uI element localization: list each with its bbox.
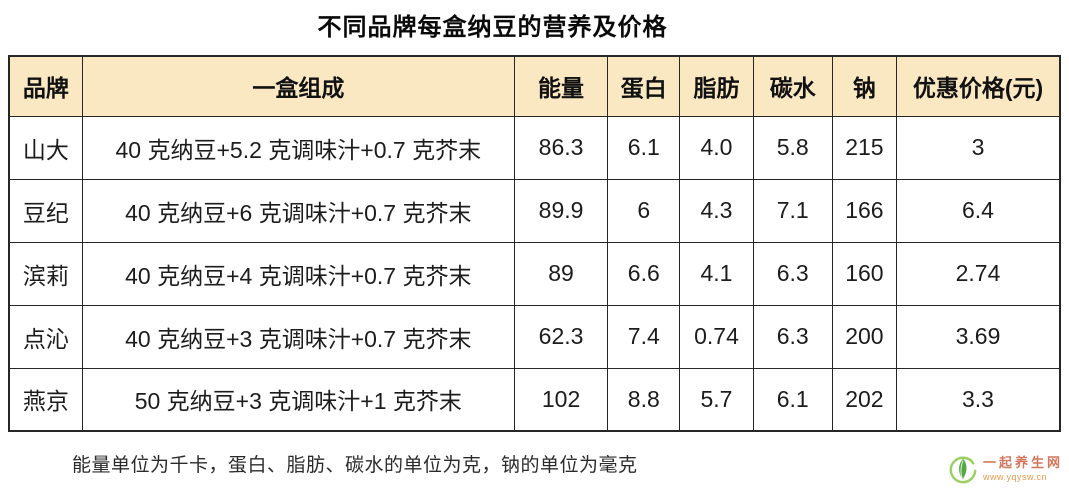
table-row: 点沁 40 克纳豆+3 克调味汁+0.7 克芥末 62.3 7.4 0.74 6… (8, 304, 1061, 369)
carbs-cell: 7.1 (752, 178, 833, 243)
sodium-cell: 166 (831, 178, 897, 243)
price-cell: 6.4 (895, 178, 1061, 243)
column-header-sodium: 钠 (831, 55, 897, 117)
column-header-brand: 品牌 (8, 55, 83, 117)
fat-cell: 0.74 (679, 304, 754, 369)
energy-cell: 89.9 (513, 178, 609, 243)
carbs-cell: 6.3 (752, 304, 833, 369)
composition-cell: 50 克纳豆+3 克调味汁+1 克芥末 (81, 367, 515, 432)
watermark-site-name: 一起养生网 (982, 455, 1063, 471)
composition-cell: 40 克纳豆+3 克调味汁+0.7 克芥末 (81, 304, 515, 369)
column-header-energy: 能量 (513, 55, 609, 117)
protein-cell: 6 (607, 178, 681, 243)
price-cell: 3.3 (895, 367, 1061, 432)
sodium-cell: 202 (831, 367, 897, 432)
brand-cell: 滨莉 (8, 241, 83, 306)
column-header-fat: 脂肪 (679, 55, 754, 117)
price-cell: 3 (895, 115, 1061, 180)
table-row: 山大 40 克纳豆+5.2 克调味汁+0.7 克芥末 86.3 6.1 4.0 … (8, 115, 1061, 180)
energy-cell: 62.3 (513, 304, 609, 369)
sodium-cell: 200 (831, 304, 897, 369)
fat-cell: 4.0 (679, 115, 754, 180)
carbs-cell: 5.8 (752, 115, 833, 180)
carbs-cell: 6.3 (752, 241, 833, 306)
table-row: 滨莉 40 克纳豆+4 克调味汁+0.7 克芥末 89 6.6 4.1 6.3 … (8, 241, 1061, 306)
protein-cell: 7.4 (607, 304, 681, 369)
energy-cell: 86.3 (513, 115, 609, 180)
sodium-cell: 215 (831, 115, 897, 180)
carbs-cell: 6.1 (752, 367, 833, 432)
column-header-carbs: 碳水 (752, 55, 833, 117)
page-title: 不同品牌每盒纳豆的营养及价格 (317, 14, 668, 41)
composition-cell: 40 克纳豆+4 克调味汁+0.7 克芥末 (81, 241, 515, 306)
table-row: 燕京 50 克纳豆+3 克调味汁+1 克芥末 102 8.8 5.7 6.1 2… (8, 367, 1061, 432)
watermark-text: 一起养生网 www.yqysw.cn (983, 455, 1063, 483)
column-header-composition: 一盒组成 (81, 55, 515, 117)
brand-cell: 山大 (8, 115, 83, 180)
brand-cell: 点沁 (8, 304, 83, 369)
fat-cell: 4.1 (679, 241, 754, 306)
composition-cell: 40 克纳豆+5.2 克调味汁+0.7 克芥末 (81, 115, 515, 180)
leaf-logo-icon (948, 454, 978, 484)
energy-cell: 89 (513, 241, 609, 306)
brand-cell: 豆纪 (8, 178, 83, 243)
composition-cell: 40 克纳豆+6 克调味汁+0.7 克芥末 (81, 178, 515, 243)
price-cell: 2.74 (895, 241, 1061, 306)
brand-cell: 燕京 (8, 367, 83, 432)
fat-cell: 4.3 (679, 178, 754, 243)
column-header-protein: 蛋白 (607, 55, 681, 117)
protein-cell: 8.8 (607, 367, 681, 432)
table-header-row: 品牌 一盒组成 能量 蛋白 脂肪 碳水 钠 优惠价格(元) (8, 55, 1061, 117)
column-header-price: 优惠价格(元) (895, 55, 1061, 117)
protein-cell: 6.6 (607, 241, 681, 306)
fat-cell: 5.7 (679, 367, 754, 432)
watermark-site-url: www.yqysw.cn (982, 471, 1048, 482)
protein-cell: 6.1 (607, 115, 681, 180)
energy-cell: 102 (513, 367, 609, 432)
watermark: 一起养生网 www.yqysw.cn (948, 454, 1063, 484)
table-row: 豆纪 40 克纳豆+6 克调味汁+0.7 克芥末 89.9 6 4.3 7.1 … (8, 178, 1061, 243)
nutrition-table: 品牌 一盒组成 能量 蛋白 脂肪 碳水 钠 优惠价格(元) 山大 40 克纳豆+… (8, 55, 1061, 432)
price-cell: 3.69 (895, 304, 1061, 369)
units-footnote: 能量单位为千卡，蛋白、脂肪、碳水的单位为克，钠的单位为毫克 (72, 455, 638, 476)
sodium-cell: 160 (831, 241, 897, 306)
